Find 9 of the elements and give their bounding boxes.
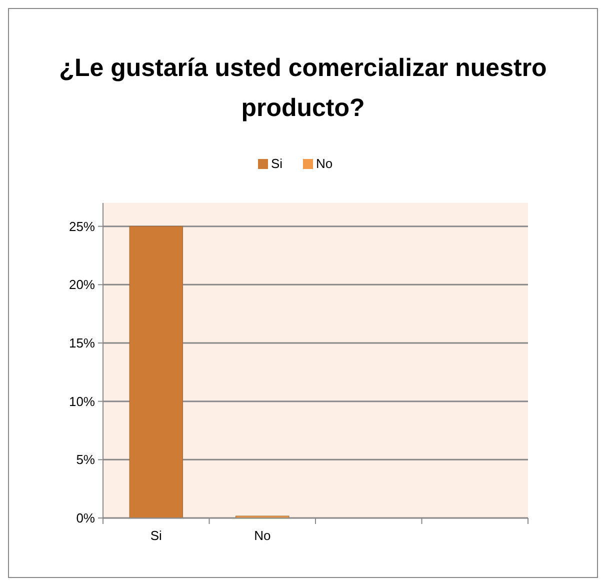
y-tick-label: 25% <box>68 218 96 234</box>
y-tick-label: 5% <box>76 452 96 468</box>
chart-title: ¿Le gustaría usted comercializar nuestro producto? <box>59 54 547 122</box>
y-tick-label: 0% <box>76 510 96 526</box>
y-tick-label: 15% <box>68 336 96 351</box>
y-tick-label: 20% <box>68 277 96 292</box>
legend-label: No <box>316 156 333 171</box>
y-tick-label: 10% <box>68 394 96 409</box>
legend-label: Si <box>271 156 283 171</box>
